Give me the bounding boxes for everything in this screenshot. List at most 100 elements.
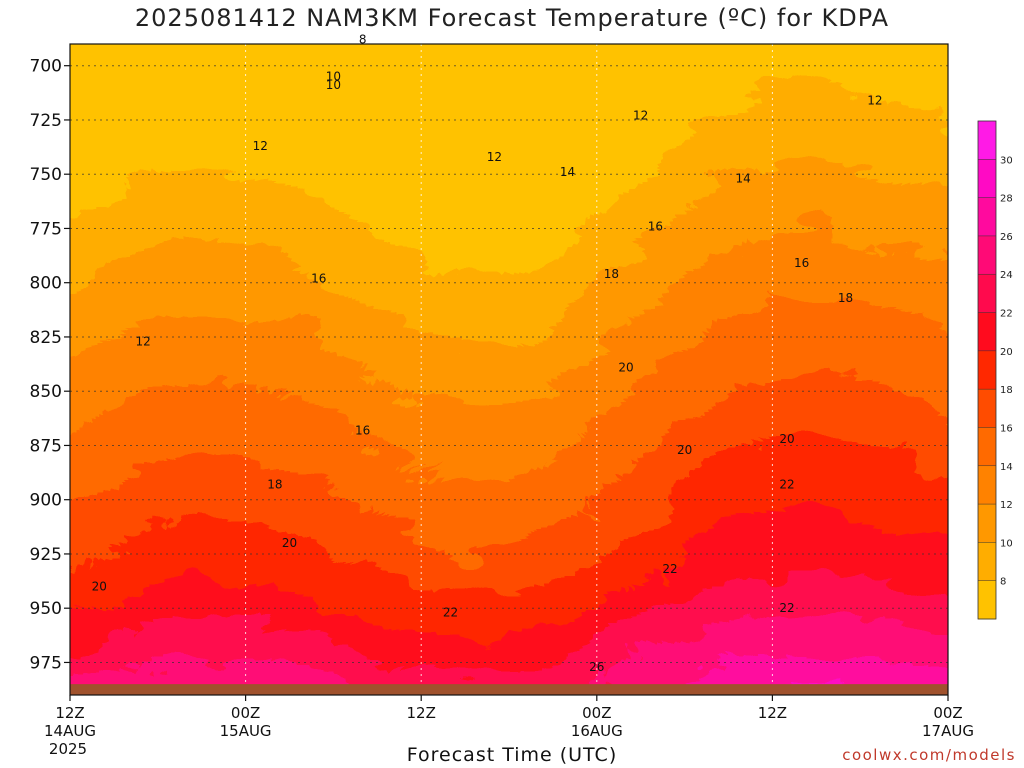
field-cell [160, 342, 167, 347]
field-cell [190, 230, 197, 235]
field-cell [196, 246, 203, 251]
field-cell [118, 538, 125, 543]
field-cell [148, 18, 155, 23]
field-cell [130, 346, 137, 351]
field-cell [106, 386, 113, 391]
field-cell [70, 410, 77, 415]
field-cell [112, 386, 119, 391]
field-cell [142, 262, 149, 267]
field-cell [154, 410, 161, 415]
field-cell [58, 42, 65, 47]
field-cell [178, 430, 185, 435]
field-cell [172, 518, 179, 523]
field-cell [70, 534, 77, 539]
field-cell [190, 350, 197, 355]
field-cell [172, 626, 179, 631]
field-cell [160, 262, 167, 267]
field-cell [190, 570, 197, 575]
field-cell [154, 558, 161, 563]
field-cell [76, 66, 83, 71]
field-cell [166, 230, 173, 235]
field-cell [94, 522, 101, 527]
field-cell [184, 490, 191, 495]
field-cell [160, 718, 167, 723]
field-cell [40, 426, 47, 431]
field-cell [196, 486, 203, 491]
field-cell [124, 246, 131, 251]
field-cell [136, 30, 143, 35]
field-cell [178, 610, 185, 615]
field-cell [70, 74, 77, 79]
field-cell [154, 430, 161, 435]
field-cell [136, 282, 143, 287]
field-cell [82, 578, 89, 583]
field-cell [100, 210, 107, 215]
field-cell [166, 578, 173, 583]
field-cell [94, 290, 101, 295]
field-cell [76, 126, 83, 131]
field-cell [118, 354, 125, 359]
field-cell [88, 558, 95, 563]
field-cell [58, 318, 65, 323]
field-cell [160, 474, 167, 479]
field-cell [130, 606, 137, 611]
field-cell [184, 570, 191, 575]
field-cell [160, 670, 167, 675]
field-cell [148, 550, 155, 555]
field-cell [70, 330, 77, 335]
field-cell [142, 106, 149, 111]
field-cell [94, 466, 101, 471]
field-cell [124, 110, 131, 115]
field-cell [148, 614, 155, 619]
field-cell [184, 170, 191, 175]
field-cell [106, 558, 113, 563]
field-cell [166, 558, 173, 563]
field-cell [166, 306, 173, 311]
field-cell [136, 258, 143, 263]
field-cell [94, 242, 101, 247]
field-cell [172, 34, 179, 39]
field-cell [100, 302, 107, 307]
field-cell [106, 402, 113, 407]
field-cell [76, 362, 83, 367]
field-cell [148, 602, 155, 607]
field-cell [88, 206, 95, 211]
field-cell [82, 82, 89, 87]
field-cell [184, 246, 191, 251]
field-cell [184, 510, 191, 515]
field-cell [136, 114, 143, 119]
field-cell [130, 146, 137, 151]
field-cell [202, 290, 209, 295]
field-cell [166, 214, 173, 219]
field-cell [154, 342, 161, 347]
field-cell [100, 402, 107, 407]
field-cell [112, 166, 119, 171]
field-cell [70, 406, 77, 411]
field-cell [154, 346, 161, 351]
field-cell [118, 638, 125, 643]
field-cell [136, 562, 143, 567]
field-cell [202, 542, 209, 547]
field-cell [148, 358, 155, 363]
field-cell [118, 426, 125, 431]
field-cell [154, 594, 161, 599]
field-cell [184, 518, 191, 523]
field-cell [88, 378, 95, 383]
field-cell [190, 526, 197, 531]
field-cell [88, 506, 95, 511]
field-cell [82, 474, 89, 479]
field-cell [112, 374, 119, 379]
field-cell [112, 198, 119, 203]
field-cell [58, 374, 65, 379]
field-cell [124, 130, 131, 135]
field-cell [184, 338, 191, 343]
field-cell [76, 74, 83, 79]
field-cell [40, 86, 47, 91]
field-cell [52, 102, 59, 107]
field-cell [112, 250, 119, 255]
field-cell [166, 618, 173, 623]
field-cell [190, 326, 197, 331]
field-cell [88, 402, 95, 407]
field-cell [142, 194, 149, 199]
field-cell [178, 114, 185, 119]
